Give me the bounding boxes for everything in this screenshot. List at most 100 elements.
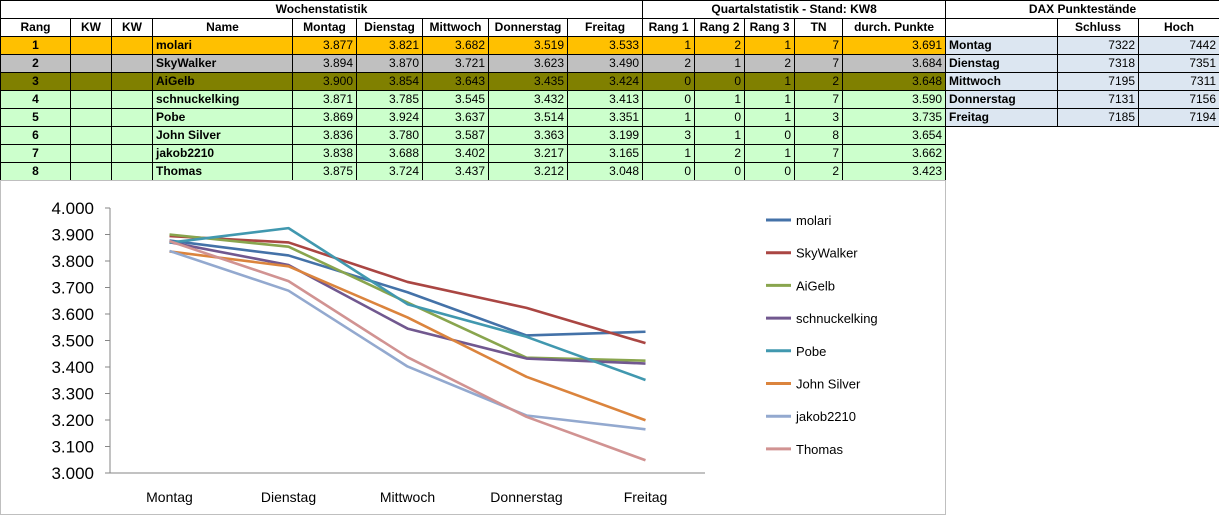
- table-row: 7 jakob2210 3.838 3.688 3.402 3.217 3.165 1 2 1 7 3…: [0, 144, 947, 163]
- dax-hoch-cell: 7194: [1137, 108, 1219, 127]
- name-cell: Pobe: [152, 108, 293, 127]
- freitag-cell: 3.199: [566, 126, 644, 145]
- average-cell: 3.735: [842, 108, 947, 127]
- rang-2-cell: 0: [694, 162, 746, 181]
- kw-cell: [70, 90, 112, 109]
- rang-1-cell: 1: [642, 144, 696, 163]
- y-tick-label: 3.600: [51, 305, 94, 324]
- series-line-thomas: [169, 239, 646, 462]
- rank-cell: 2: [0, 54, 71, 73]
- dax-schluss-cell: 7322: [1057, 36, 1139, 55]
- rank-cell: 7: [0, 144, 71, 163]
- freitag-cell: 3.351: [566, 108, 644, 127]
- donnerstag-cell: 3.432: [488, 90, 568, 109]
- quartalstatistik-title: Quartalstatistik - Stand: KW8: [642, 0, 947, 19]
- kw-cell: [70, 144, 112, 163]
- y-tick-label: 3.700: [51, 279, 94, 298]
- name-cell: jakob2210: [152, 144, 293, 163]
- dax-title: DAX Punktestände: [944, 0, 1219, 19]
- rang-3-cell: 1: [744, 108, 796, 127]
- legend-label: schnuckelking: [796, 311, 878, 326]
- kw-cell: [70, 126, 112, 145]
- table-row: 1 molari 3.877 3.821 3.682 3.519 3.533 1 2 1 7 3.69…: [0, 36, 947, 55]
- dax-header-schluss: Schluss: [1057, 18, 1139, 37]
- chart-frame: [0, 180, 946, 515]
- legend-label: John Silver: [796, 377, 861, 392]
- tn-cell: 7: [794, 90, 844, 109]
- weekly-statistics-table: Wochenstatistik Quartalstatistik - Stand…: [0, 0, 947, 181]
- kw-cell: [111, 36, 153, 55]
- kw-cell: [70, 72, 112, 91]
- rang-2-cell: 0: [694, 108, 746, 127]
- rang-2-cell: 1: [694, 126, 746, 145]
- kw-cell: [70, 36, 112, 55]
- name-cell: molari: [152, 36, 293, 55]
- montag-cell: 3.836: [292, 126, 357, 145]
- rank-cell: 6: [0, 126, 71, 145]
- rang-1-cell: 3: [642, 126, 696, 145]
- rang-3-cell: 1: [744, 72, 796, 91]
- montag-cell: 3.894: [292, 54, 357, 73]
- tn-cell: 7: [794, 36, 844, 55]
- donnerstag-cell: 3.217: [488, 144, 568, 163]
- freitag-cell: 3.424: [566, 72, 644, 91]
- freitag-cell: 3.490: [566, 54, 644, 73]
- donnerstag-cell: 3.623: [488, 54, 568, 73]
- average-cell: 3.654: [842, 126, 947, 145]
- kw-cell: [111, 108, 153, 127]
- y-tick-label: 3.800: [51, 252, 94, 271]
- dax-row: Mittwoch 7195 7311: [945, 72, 1219, 91]
- average-cell: 3.684: [842, 54, 947, 73]
- rang-1-cell: 0: [642, 72, 696, 91]
- mittwoch-cell: 3.545: [422, 90, 489, 109]
- header-tn: TN: [794, 18, 844, 37]
- average-cell: 3.648: [842, 72, 947, 91]
- kw-cell: [111, 126, 153, 145]
- dax-day-cell: Montag: [945, 36, 1058, 55]
- series-line-john-silver: [169, 250, 646, 422]
- tn-cell: 8: [794, 126, 844, 145]
- header-rang-3: Rang 3: [744, 18, 796, 37]
- dienstag-cell: 3.780: [356, 126, 423, 145]
- average-cell: 3.662: [842, 144, 947, 163]
- header-montag: Montag: [292, 18, 357, 37]
- series-line-pobe: [169, 226, 646, 382]
- y-tick-label: 3.400: [51, 358, 94, 377]
- table-row: 4 schnuckelking 3.871 3.785 3.545 3.432 3.413 0…: [0, 90, 947, 109]
- header-rang-1: Rang 1: [642, 18, 696, 37]
- legend-label: Thomas: [796, 442, 843, 457]
- kw-cell: [70, 162, 112, 181]
- kw-cell: [70, 54, 112, 73]
- dax-schluss-cell: 7131: [1057, 90, 1139, 109]
- legend-label: molari: [796, 213, 832, 228]
- dax-schluss-cell: 7318: [1057, 54, 1139, 73]
- kw-cell: [111, 72, 153, 91]
- tn-cell: 7: [794, 144, 844, 163]
- name-cell: schnuckelking: [152, 90, 293, 109]
- series-line-schnuckelking: [169, 240, 646, 365]
- rang-2-cell: 2: [694, 36, 746, 55]
- kw-cell: [111, 162, 153, 181]
- table-row: 3 AiGelb 3.900 3.854 3.643 3.435 3.424 0 0 1 2 3.64…: [0, 72, 947, 91]
- legend-label: jakob2210: [795, 409, 856, 424]
- header-kw-1: KW: [70, 18, 112, 37]
- freitag-cell: 3.165: [566, 144, 644, 163]
- donnerstag-cell: 3.519: [488, 36, 568, 55]
- dax-row: Montag 7322 7442: [945, 36, 1219, 55]
- donnerstag-cell: 3.212: [488, 162, 568, 181]
- mittwoch-cell: 3.682: [422, 36, 489, 55]
- x-tick-label: Dienstag: [261, 489, 316, 505]
- table-row: 5 Pobe 3.869 3.924 3.637 3.514 3.351 1 0 1 3 3.735: [0, 108, 947, 127]
- rang-1-cell: 2: [642, 54, 696, 73]
- table-row: 6 John Silver 3.836 3.780 3.587 3.363 3.199 3 1 0…: [0, 126, 947, 145]
- montag-cell: 3.869: [292, 108, 357, 127]
- dienstag-cell: 3.870: [356, 54, 423, 73]
- rang-2-cell: 1: [694, 90, 746, 109]
- dax-row: Freitag 7185 7194: [945, 108, 1219, 127]
- name-cell: John Silver: [152, 126, 293, 145]
- x-tick-label: Freitag: [624, 489, 668, 505]
- dax-points-table: DAX Punktestände Schluss Hoch Montag 7322…: [944, 0, 1219, 127]
- freitag-cell: 3.413: [566, 90, 644, 109]
- legend-label: Pobe: [796, 344, 826, 359]
- series-line-aigelb: [169, 233, 646, 362]
